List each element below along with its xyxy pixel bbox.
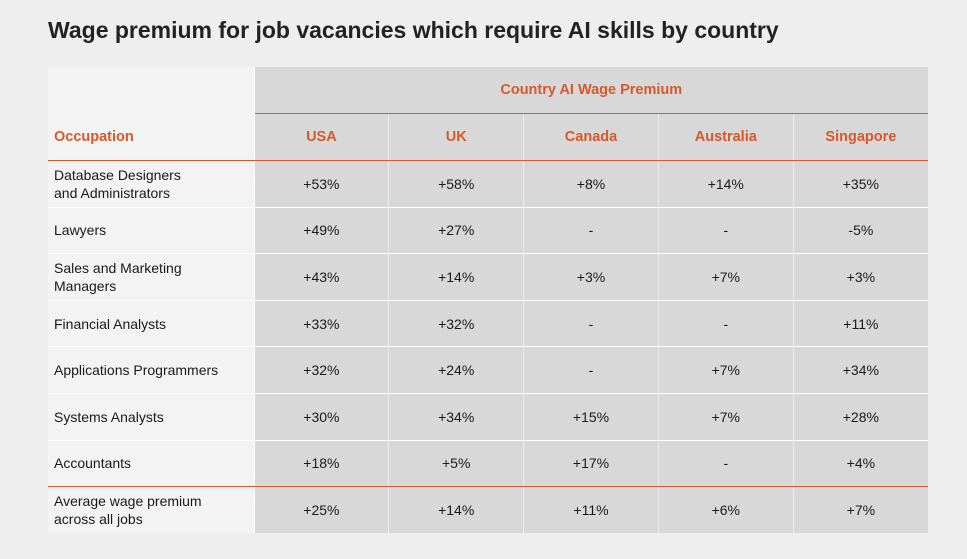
occupation-label-line: Sales and Marketing [54,259,182,276]
column-header-australia: Australia [657,113,794,161]
table-row: Sales and Marketing Managers +43% +14% +3% +7… [48,253,929,301]
value-cell-usa: +32% [253,346,389,394]
value-cell-canada: +17% [523,440,659,488]
table-row: Database Designers and Administrators +53%… [48,160,929,208]
value-cell-uk: +32% [388,300,524,348]
value-cell-canada: +3% [523,253,659,301]
value-cell-uk: +24% [388,346,524,394]
value-cell-australia: - [657,300,794,348]
table-row: Applications Programmers +32% +24% - +7% +34% [48,346,929,394]
value-cell-uk: +34% [388,393,524,441]
value-cell-singapore: +35% [792,160,929,208]
occupation-label-line: Database Designers [54,166,181,183]
column-header-usa: USA [253,113,389,161]
column-header-canada: Canada [523,113,659,161]
value-cell-australia: +7% [657,253,794,301]
occupation-cell: Systems Analysts [48,393,255,441]
value-cell-australia: - [657,207,794,255]
occupation-cell: Accountants [48,440,255,488]
value-cell-singapore: +7% [792,486,929,533]
value-cell-uk: +58% [388,160,524,208]
occupation-label-line: Managers [54,277,117,294]
occupation-label-line: and Administrators [54,184,170,201]
occupation-label-line: Systems Analysts [54,408,164,425]
value-cell-singapore: +28% [792,393,929,441]
occupation-label-line: across all jobs [54,510,143,527]
value-cell-canada: - [523,346,659,394]
occupation-label-line: Lawyers [54,222,107,239]
value-cell-canada: +11% [523,486,659,533]
occupation-cell: Sales and Marketing Managers [48,253,255,301]
value-cell-singapore: +3% [792,253,929,301]
value-cell-usa: +25% [253,486,389,533]
value-cell-uk: +14% [388,486,524,533]
occupation-label-line: Accountants [54,455,132,472]
occupation-cell: Database Designers and Administrators [48,160,255,208]
table-row: Systems Analysts +30% +34% +15% +7% +28% [48,393,929,441]
wage-premium-table: Country AI Wage Premium Occupation USA U… [48,67,929,533]
value-cell-uk: +5% [388,440,524,488]
header-blank-cell [48,67,255,114]
table-row: Lawyers +49% +27% - - -5% [48,207,929,255]
chart-title: Wage premium for job vacancies which req… [48,17,779,43]
table-row: Accountants +18% +5% +17% - +4% [48,440,929,488]
value-cell-singapore: -5% [792,207,929,255]
occupation-cell: Financial Analysts [48,300,255,348]
occupation-cell: Applications Programmers [48,346,255,394]
value-cell-canada: - [523,207,659,255]
occupation-label-line: Applications Programmers [54,362,219,379]
table-body: Database Designers and Administrators +53%… [48,160,929,533]
occupation-label-line: Financial Analysts [54,315,167,332]
value-cell-usa: +43% [253,253,389,301]
value-cell-singapore: +34% [792,346,929,394]
value-cell-australia: +7% [657,393,794,441]
value-cell-australia: +7% [657,346,794,394]
value-cell-canada: +15% [523,393,659,441]
value-cell-usa: +33% [253,300,389,348]
value-cell-uk: +27% [388,207,524,255]
value-cell-singapore: +11% [792,300,929,348]
value-cell-australia: - [657,440,794,488]
value-cell-australia: +14% [657,160,794,208]
column-header-singapore: Singapore [792,113,929,161]
table-row: Financial Analysts +33% +32% - - +11% [48,300,929,348]
value-cell-canada: - [523,300,659,348]
occupation-label-line: Average wage premium [54,492,202,509]
occupation-cell: Lawyers [48,207,255,255]
group-header: Country AI Wage Premium [254,67,929,114]
value-cell-usa: +18% [253,440,389,488]
average-row: Average wage premium across all jobs +25% +… [48,486,929,533]
value-cell-australia: +6% [657,486,794,533]
value-cell-usa: +30% [253,393,389,441]
value-cell-uk: +14% [388,253,524,301]
occupation-header: Occupation [48,113,255,161]
column-header-uk: UK [388,113,524,161]
value-cell-canada: +8% [523,160,659,208]
value-cell-usa: +53% [253,160,389,208]
value-cell-usa: +49% [253,207,389,255]
occupation-cell: Average wage premium across all jobs [48,486,255,533]
value-cell-singapore: +4% [792,440,929,488]
